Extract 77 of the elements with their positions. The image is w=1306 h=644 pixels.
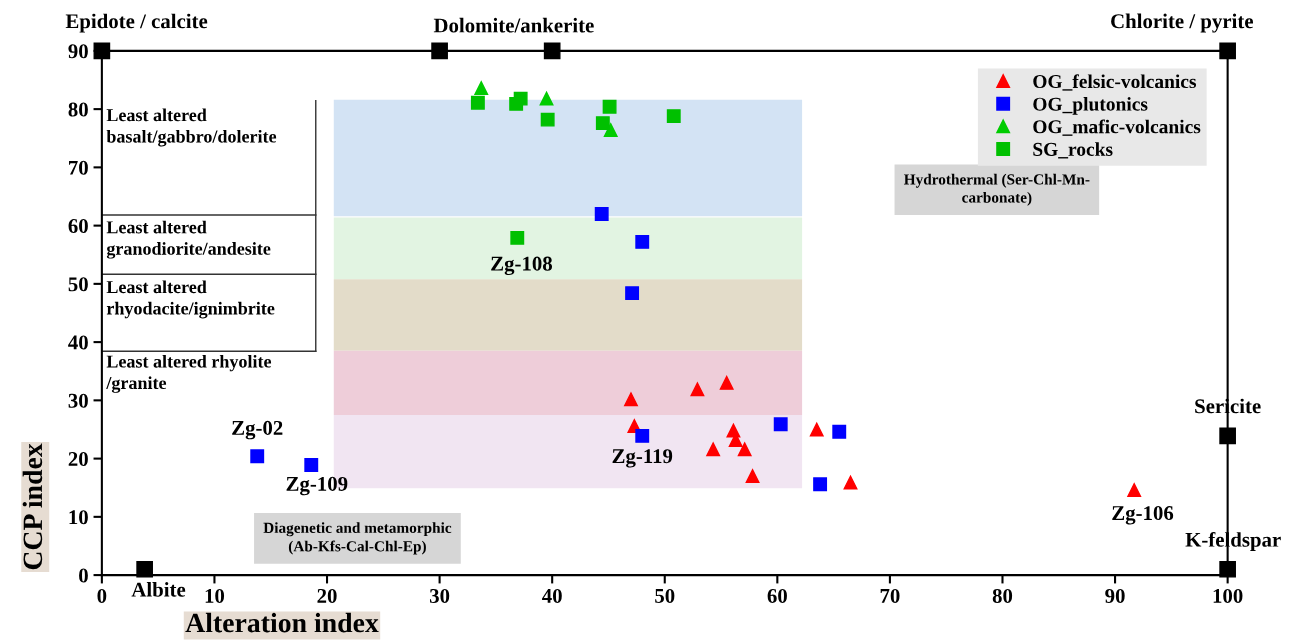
x-tick-label: 90 (1105, 588, 1125, 603)
point (431, 42, 448, 60)
y-tick-label: 40 (68, 335, 88, 350)
point (250, 449, 265, 464)
legend-label: OG_felsic-volcanics (1033, 74, 1197, 91)
point (635, 234, 650, 249)
x-tick-label: 20 (317, 588, 337, 603)
y-tick-label: 80 (68, 102, 88, 117)
point (510, 230, 525, 245)
point (540, 112, 555, 127)
point (1127, 483, 1142, 497)
annotation: Chlorite / pyrite (1111, 13, 1254, 33)
point (602, 99, 617, 114)
legend-label: SG_rocks (1033, 142, 1113, 159)
point (809, 422, 824, 437)
legend-label: OG_mafic-volcanics (1033, 119, 1201, 136)
point (666, 109, 681, 124)
point (813, 477, 828, 492)
annotation: Least altered rhyodacite/ignimbrite (106, 280, 275, 319)
annotation: Albite (131, 582, 186, 597)
point (539, 91, 554, 106)
x-tick-label: 60 (767, 588, 787, 603)
point (737, 442, 752, 457)
y-tick-label: 50 (68, 277, 88, 292)
annotation: Zg-108 (491, 256, 552, 276)
point (773, 417, 788, 432)
y-tick-label: 0 (79, 568, 88, 583)
y-tick-label: 10 (69, 510, 88, 525)
y-axis-title: CCP index (22, 443, 43, 570)
x-tick-label: 50 (655, 588, 675, 603)
x-tick-label: 70 (880, 588, 900, 603)
x-axis-title: Alteration index (185, 612, 379, 633)
point (832, 424, 847, 439)
y-tick-label: 30 (68, 393, 88, 408)
x-tick-label: 40 (542, 588, 562, 603)
point (690, 382, 705, 397)
annotation: Least altered rhyolite /granite (106, 354, 272, 393)
point (624, 392, 638, 407)
point (304, 458, 319, 472)
y-tick-label: 90 (68, 44, 88, 59)
x-tick-label: 10 (205, 588, 225, 603)
point (1219, 42, 1236, 60)
y-tick-label: 70 (69, 160, 88, 175)
y-tick-label: 60 (68, 218, 88, 234)
annotation: Least altered basalt/gabbro/dolerite (106, 108, 277, 147)
annotation: Zg-106 (1112, 506, 1174, 525)
text: Dolomite/ankerite (433, 17, 594, 33)
point (93, 42, 111, 60)
x-tick-label: 80 (992, 588, 1013, 603)
point (1219, 427, 1236, 445)
annotation: Zg-109 (286, 476, 348, 496)
point (719, 375, 734, 390)
point (474, 81, 489, 96)
point (625, 286, 640, 301)
x-tick-label: 0 (97, 588, 107, 603)
annotation: Zg-02 (232, 420, 283, 440)
annotation: Zg-119 (612, 449, 673, 468)
annotation: Hydrothermal (Ser-Chl-Mn- carbonate) (903, 173, 1090, 206)
point (843, 475, 858, 490)
point (595, 116, 610, 131)
annotation: Least altered granodiorite/andesite (106, 220, 271, 259)
point (706, 442, 721, 457)
annotation: Epidote / calcite (65, 13, 208, 33)
annotation: Diagenetic and metamorphic (Ab-Kfs-Cal-Chl-Ep) (263, 522, 452, 555)
legend-label: OG_plutonics (1033, 97, 1148, 115)
point (1219, 560, 1236, 578)
point (470, 95, 485, 110)
point (136, 560, 153, 578)
point (594, 207, 609, 221)
point (635, 428, 650, 443)
point (745, 469, 760, 484)
x-tick-label: 100 (1213, 588, 1243, 603)
point (543, 42, 561, 60)
point (513, 91, 528, 106)
y-tick-label: 20 (68, 451, 88, 467)
point (603, 123, 618, 138)
x-tick-label: 30 (429, 588, 450, 603)
